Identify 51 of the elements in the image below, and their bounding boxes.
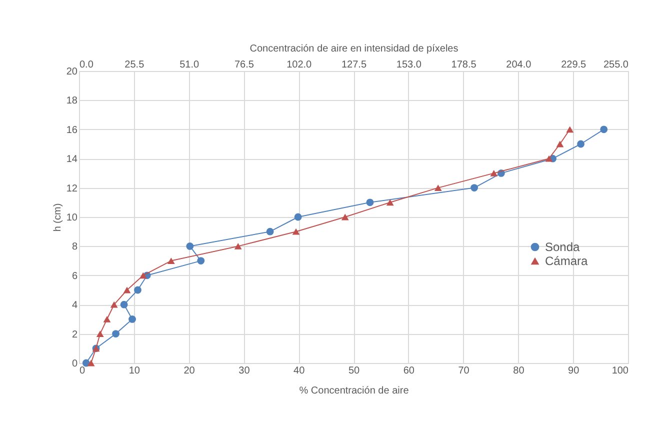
y-tick-label: 4: [72, 300, 78, 312]
point: [120, 300, 128, 308]
x2-tick-label: 153.0: [396, 60, 422, 70]
point: [266, 228, 274, 236]
x-tick-label: 50: [348, 366, 360, 376]
point: [186, 242, 194, 250]
point: [366, 198, 374, 206]
point: [134, 286, 142, 294]
legend-label: Cámara: [545, 254, 588, 268]
y-tick-label: 0: [72, 358, 78, 370]
y-tick-label: 10: [66, 212, 78, 224]
point: [577, 140, 584, 148]
x-tick-label: 10: [128, 366, 140, 376]
x2-tick-label: 204.0: [506, 60, 532, 70]
x-axis-title: % Concentración de aire: [299, 386, 410, 396]
y-tick-label: 12: [66, 183, 78, 194]
x-tick-label: 70: [458, 366, 470, 376]
point: [294, 213, 302, 221]
x2-tick-label: 102.0: [286, 60, 312, 70]
y-tick-label: 8: [72, 242, 78, 253]
y-axis-title: h (cm): [52, 203, 64, 232]
x2-axis-title: Concentración de aire en intensidad de píxeles: [250, 44, 458, 54]
x-tick-label: 0: [80, 366, 86, 376]
x-tick-label: 20: [184, 366, 196, 376]
x-tick-label: 40: [294, 366, 306, 376]
point: [470, 184, 478, 192]
x2-tick-label: 51.0: [180, 60, 200, 70]
legend-label: Sonda: [545, 240, 580, 254]
point: [112, 330, 120, 338]
point: [197, 257, 205, 264]
x2-tick-label: 255.0: [603, 60, 629, 70]
x-tick-label: 30: [238, 366, 250, 376]
x-tick-label: 60: [403, 366, 415, 376]
x2-tick-label: 25.5: [124, 60, 145, 70]
x-tick-label: 100: [612, 366, 629, 376]
x2-tick-label: 0.0: [80, 60, 94, 70]
x-tick-label: 80: [513, 366, 525, 376]
y-tick-label: 20: [66, 66, 78, 78]
point: [82, 359, 90, 367]
y-tick-label: 6: [72, 270, 78, 282]
x2-tick-label: 178.5: [451, 60, 477, 70]
x2-tick-label: 76.5: [234, 60, 254, 70]
x2-tick-label: 127.5: [341, 60, 367, 70]
point: [600, 126, 608, 134]
y-tick-label: 18: [66, 96, 78, 107]
y-tick-label: 14: [66, 154, 78, 166]
x2-tick-label: 229.5: [561, 60, 587, 70]
y-tick-label: 2: [72, 329, 78, 340]
y-tick-label: 16: [66, 124, 78, 136]
x-tick-label: 90: [568, 366, 580, 376]
point: [128, 316, 136, 323]
